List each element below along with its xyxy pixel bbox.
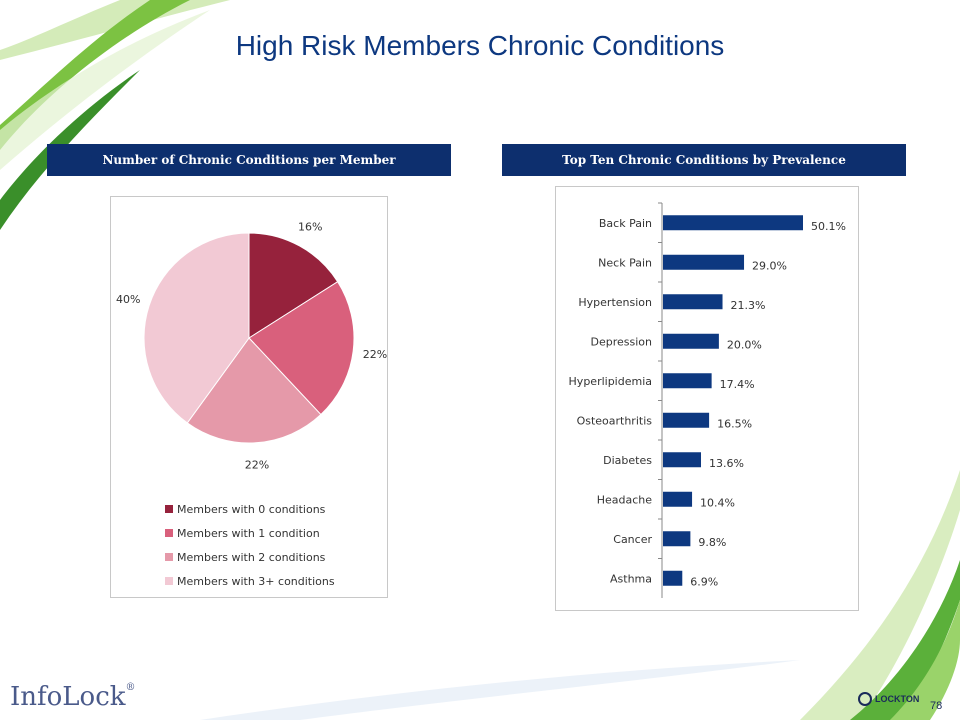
bar — [663, 254, 745, 270]
page-number: 78 — [930, 700, 943, 712]
bar — [663, 491, 693, 507]
pie-slice — [248, 232, 339, 339]
pie-chart: 16% 22% 22% 40% — [116, 221, 387, 472]
category-label: Hyperlipidemia — [569, 375, 652, 388]
bar — [663, 373, 712, 389]
bar-data-label: 13.6% — [709, 457, 744, 470]
swoosh-bottom-wave — [200, 660, 800, 720]
infolock-logo: InfoLock® — [10, 682, 136, 712]
bar-data-label: 21.3% — [731, 299, 766, 312]
bar — [663, 452, 702, 468]
lockton-logo: LOCKTON — [858, 692, 919, 706]
bar-data-label: 29.0% — [752, 259, 787, 272]
swoosh-right-light — [890, 600, 960, 720]
swoosh-right-green — [850, 560, 960, 720]
pie-slice — [186, 337, 322, 444]
legend-label: Members with 1 condition — [177, 526, 320, 540]
bar-data-label: 20.0% — [727, 338, 762, 351]
legend-label: Members with 2 conditions — [177, 550, 326, 564]
pie-data-label: 22% — [245, 459, 269, 472]
bar — [663, 294, 723, 310]
bar-data-label: 10.4% — [700, 496, 735, 509]
category-label: Cancer — [613, 533, 652, 546]
category-label: Neck Pain — [598, 256, 652, 269]
logo-registered-mark: ® — [125, 682, 136, 693]
category-label: Osteoarthritis — [577, 414, 653, 427]
bar — [663, 333, 719, 349]
pie-legend: Members with 0 conditions Members with 1… — [165, 497, 335, 593]
legend-item: Members with 2 conditions — [165, 545, 335, 569]
category-label: Asthma — [610, 572, 652, 585]
legend-label: Members with 0 conditions — [177, 502, 326, 516]
legend-label: Members with 3+ conditions — [177, 574, 335, 588]
logo-text: InfoLock — [10, 682, 126, 712]
pie-panel-header: Number of Chronic Conditions per Member — [47, 144, 451, 176]
bar-chart: Back Pain 50.1% Neck Pain 29.0% Hypertension… — [569, 202, 846, 598]
lockton-globe-icon — [858, 692, 872, 706]
category-label: Back Pain — [599, 217, 652, 230]
bar — [663, 570, 683, 586]
bar — [663, 412, 710, 428]
legend-swatch — [165, 529, 173, 537]
swoosh-right-pale — [800, 470, 960, 720]
bar-data-label: 50.1% — [811, 220, 846, 233]
pie-data-label: 40% — [116, 293, 140, 306]
pie-chart-box: 16% 22% 22% 40% Members with 0 conditions M… — [110, 196, 388, 598]
category-label: Depression — [591, 335, 653, 348]
legend-swatch — [165, 553, 173, 561]
bar-data-label: 6.9% — [690, 575, 718, 588]
slide-title: High Risk Members Chronic Conditions — [235, 30, 725, 61]
pie-slice — [248, 281, 355, 416]
bar-chart-box: Back Pain 50.1% Neck Pain 29.0% Hypertension… — [555, 186, 859, 611]
legend-item: Members with 1 condition — [165, 521, 335, 545]
bar-data-label: 17.4% — [720, 378, 755, 391]
pie-data-label: 22% — [363, 348, 387, 361]
lockton-text: LOCKTON — [875, 694, 920, 704]
legend-swatch — [165, 505, 173, 513]
category-label: Diabetes — [603, 454, 652, 467]
bar — [663, 215, 803, 231]
bar-panel-header: Top Ten Chronic Conditions by Prevalence — [502, 144, 906, 176]
category-label: Hypertension — [578, 296, 652, 309]
legend-item: Members with 3+ conditions — [165, 569, 335, 593]
pie-slice — [143, 232, 250, 424]
legend-item: Members with 0 conditions — [165, 497, 335, 521]
bar-data-label: 16.5% — [717, 417, 752, 430]
bar — [663, 531, 691, 547]
pie-data-label: 16% — [298, 221, 322, 234]
category-label: Headache — [597, 493, 653, 506]
bar-data-label: 9.8% — [698, 536, 726, 549]
legend-swatch — [165, 577, 173, 585]
